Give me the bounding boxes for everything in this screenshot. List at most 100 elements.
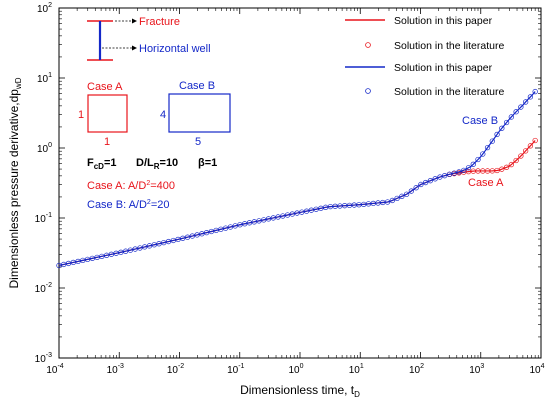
data-point-case-b xyxy=(484,144,491,151)
data-point-case-b xyxy=(203,229,210,236)
y-tick-label: 10-3 xyxy=(35,352,52,365)
case-a-box xyxy=(87,94,128,133)
data-point-case-b xyxy=(446,171,453,177)
data-point-case-b xyxy=(151,242,157,248)
param-beta: β=1 xyxy=(198,157,217,169)
y-tick-label: 10-1 xyxy=(35,212,52,225)
x-tick-label: 103 xyxy=(469,363,484,376)
case-b-bottom-label: 5 xyxy=(195,136,201,148)
data-point-case-b xyxy=(103,252,110,258)
data-point-case-b xyxy=(142,244,148,250)
data-point-case-a xyxy=(513,157,519,164)
data-point-case-b xyxy=(394,195,400,202)
x-tick-labels: 10-4 10-3 10-2 10-1 100 101 102 103 104 xyxy=(46,363,544,376)
data-point-case-b xyxy=(522,99,529,105)
case-b-box xyxy=(168,93,231,133)
param-fcd: FcD=1 xyxy=(87,157,117,171)
data-point-case-b xyxy=(84,256,91,263)
data-point-case-b xyxy=(175,236,181,243)
inset-schematic: Fracture Horizontal well Case A 1 1 Case… xyxy=(78,16,231,148)
data-point-case-b xyxy=(518,104,524,110)
data-point-case-b xyxy=(161,239,167,246)
data-point-case-b xyxy=(480,151,486,157)
curve-label-case-b: Case B xyxy=(462,115,498,127)
data-point-case-b xyxy=(437,174,443,180)
x-tick-label: 10-2 xyxy=(167,363,184,376)
data-point-case-a xyxy=(518,153,524,159)
data-point-case-b xyxy=(456,169,462,175)
data-point-case-b xyxy=(227,224,234,230)
legend-label-3: Solution in this paper xyxy=(394,62,493,74)
data-point-case-b xyxy=(65,260,72,267)
legend-marker-a xyxy=(365,42,371,48)
data-point-case-b xyxy=(89,255,95,262)
x-tick-label: 10-1 xyxy=(227,363,244,376)
data-point-case-b xyxy=(475,156,481,163)
case-a-title: Case A xyxy=(87,81,123,93)
y-tick-label: 101 xyxy=(37,72,52,85)
x-tick-label: 100 xyxy=(288,363,303,376)
data-point-case-b xyxy=(189,233,195,239)
case-a-note: Case A: A/D2=400 xyxy=(87,180,175,192)
data-point-case-a xyxy=(494,167,500,174)
axis-ticks xyxy=(58,7,542,359)
data-point-case-b xyxy=(99,253,105,259)
data-point-case-b xyxy=(156,241,162,247)
data-point-case-b xyxy=(56,262,62,269)
data-point-case-b xyxy=(389,197,395,204)
x-tick-label: 10-4 xyxy=(46,363,63,376)
well-arrow-icon xyxy=(132,45,137,51)
data-point-case-b xyxy=(527,94,534,100)
x-axis-title: Dimensionless time, tD xyxy=(240,383,360,399)
x-tick-label: 10-3 xyxy=(107,363,124,376)
data-point-case-a xyxy=(522,148,529,154)
data-point-case-b xyxy=(246,220,253,226)
data-point-case-b xyxy=(422,179,429,186)
data-point-case-b xyxy=(442,173,448,179)
data-point-case-b xyxy=(137,245,143,251)
data-point-case-b xyxy=(218,226,224,232)
y-tick-label: 100 xyxy=(37,142,52,155)
data-point-case-b xyxy=(123,248,129,254)
data-point-case-b xyxy=(94,254,100,261)
data-point-case-a xyxy=(499,166,505,172)
y-tick-label: 102 xyxy=(37,2,52,15)
data-point-case-b xyxy=(127,247,134,253)
data-point-case-b xyxy=(413,185,419,191)
data-point-case-a xyxy=(532,137,538,144)
data-point-case-b xyxy=(451,170,457,176)
data-point-case-b xyxy=(165,238,172,245)
legend-label-4: Solution in the literature xyxy=(394,86,504,98)
legend-label-2: Solution in the literature xyxy=(394,40,504,52)
legend-marker-b xyxy=(365,88,371,94)
data-point-case-a xyxy=(527,143,534,149)
x-tick-label: 104 xyxy=(529,363,544,376)
data-point-case-b xyxy=(108,251,115,257)
data-point-case-b xyxy=(208,228,215,235)
data-point-case-b xyxy=(80,257,86,264)
data-point-case-b xyxy=(494,131,500,138)
fracture-label: Fracture xyxy=(139,16,180,28)
y-axis-title: Dimensionless pressure derivative,dpwD xyxy=(7,77,23,288)
data-point-case-b xyxy=(470,161,476,167)
data-point-case-b xyxy=(465,165,472,171)
case-b-note: Case B: A/D2=20 xyxy=(87,199,170,211)
data-point-case-b xyxy=(508,114,515,120)
data-point-case-b xyxy=(418,181,424,188)
data-point-case-b xyxy=(532,88,538,95)
case-b-side-label: 4 xyxy=(160,109,166,121)
x-tick-label: 102 xyxy=(409,363,424,376)
data-point-case-a xyxy=(508,161,515,168)
data-point-case-b xyxy=(170,237,176,244)
data-point-case-b xyxy=(408,188,415,194)
case-a-bottom-label: 1 xyxy=(104,136,110,148)
x-tick-label: 101 xyxy=(349,363,364,376)
data-point-case-b xyxy=(70,259,76,266)
data-point-case-b xyxy=(223,225,229,231)
data-point-case-b xyxy=(180,235,186,241)
data-point-case-b xyxy=(61,261,67,268)
data-point-case-b xyxy=(399,193,405,199)
data-point-case-b xyxy=(199,231,205,237)
data-point-case-a xyxy=(503,164,510,170)
param-dlr: D/LR=10 xyxy=(136,157,178,171)
